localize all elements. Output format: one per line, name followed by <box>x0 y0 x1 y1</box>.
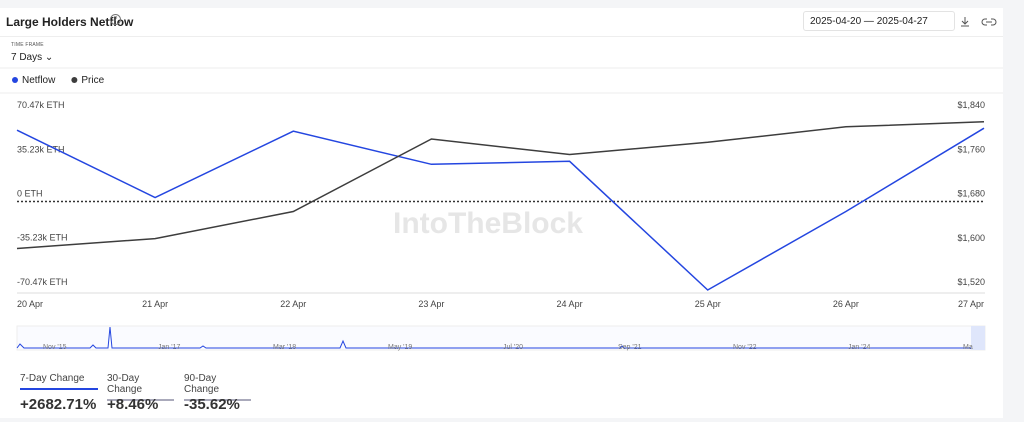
time-frame-value: 7 Days <box>11 52 43 63</box>
stat-label[interactable]: 7-Day Change <box>20 373 98 390</box>
end-date: 2025-04-27 <box>876 16 928 27</box>
stat-value: +8.46% <box>107 396 159 413</box>
navigator-labels: Nov '15 Jan '17 Mar '18 May '19 Jul '20 Sep '… <box>43 344 973 351</box>
chart: IntoTheBlock Nov '15 Jan '17 Mar '18 May '1… <box>0 67 1003 351</box>
x-tick-label: 25 Apr <box>695 299 721 309</box>
legend-swatch <box>12 77 18 83</box>
y2-tick-label: $1,520 <box>957 277 985 287</box>
widget-title: Large Holders Netflow <box>6 15 134 29</box>
series-line <box>16 121 985 250</box>
x-tick-label: 22 Apr <box>280 299 306 309</box>
header: Large Holders Netflow ? 2025-04-20 — 202… <box>0 8 1003 37</box>
navigator-label: Mar '18 <box>273 344 296 351</box>
x-tick-label: 27 Apr <box>958 299 984 309</box>
stat-label[interactable]: 30-Day Change <box>107 373 174 401</box>
x-tick-label: 24 Apr <box>557 299 583 309</box>
y-tick-label: -70.47k ETH <box>17 277 68 287</box>
y-tick-label: 70.47k ETH <box>17 100 65 110</box>
stat-value: -35.62% <box>184 396 240 413</box>
y2-tick-label: $1,760 <box>957 144 985 154</box>
header-icons <box>961 17 997 27</box>
series-line <box>16 127 985 291</box>
x-tick-label: 23 Apr <box>418 299 444 309</box>
navigator-label: Sep '21 <box>618 344 642 351</box>
date-range[interactable]: 2025-04-20 — 2025-04-27 <box>803 11 955 31</box>
start-date: 2025-04-20 <box>810 16 862 27</box>
y-tick-label: -35.23k ETH <box>17 233 68 243</box>
legend-swatch <box>71 77 78 83</box>
navigator-selection[interactable] <box>971 326 985 350</box>
navigator-label: Nov '22 <box>733 344 757 351</box>
navigator-label: Nov '15 <box>43 344 67 351</box>
navigator[interactable] <box>16 325 986 351</box>
y-tick-label: 35.23k ETH <box>17 144 65 154</box>
navigator-line <box>16 326 980 349</box>
x-tick-label: 20 Apr <box>17 299 43 309</box>
watermark: IntoTheBlock <box>393 207 583 240</box>
y2-tick-label: $1,680 <box>957 189 985 199</box>
y2-tick-label: $1,840 <box>957 100 985 110</box>
navigator-label: Jan '24 <box>848 344 870 351</box>
stat-value: +2682.71% <box>20 396 97 413</box>
navigator-label: Jul '20 <box>503 344 523 351</box>
navigator-label: Jan '17 <box>158 344 180 351</box>
navigator-label: May '19 <box>388 344 412 351</box>
time-frame-select[interactable]: 7 Days ⌄ <box>11 52 54 63</box>
legend-label: Netflow <box>22 75 56 86</box>
legend-label: Price <box>81 75 104 86</box>
x-tick-label: 21 Apr <box>142 299 168 309</box>
stat-label[interactable]: 90-Day Change <box>184 373 251 401</box>
time-frame-label: TIME FRAME <box>11 42 44 48</box>
x-tick-label: 26 Apr <box>833 299 859 309</box>
help-icon[interactable]: ? <box>110 14 121 25</box>
download-icon[interactable] <box>961 17 969 27</box>
navigator-label: Ma <box>963 344 973 351</box>
y2-tick-label: $1,600 <box>957 233 985 243</box>
link-icon[interactable] <box>981 18 997 26</box>
y-tick-label: 0 ETH <box>17 189 43 199</box>
